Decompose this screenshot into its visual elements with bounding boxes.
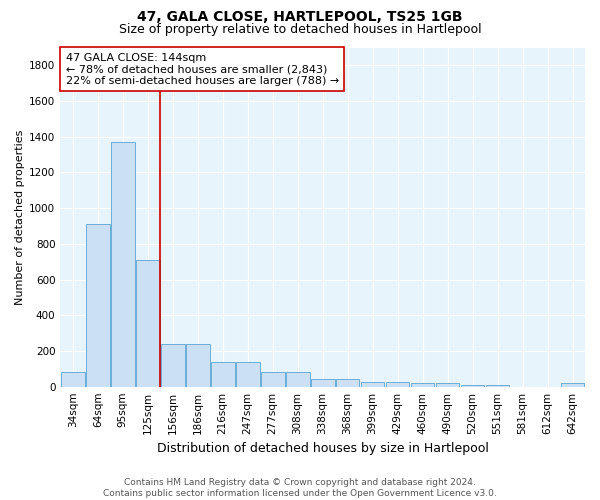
- Bar: [261, 372, 284, 386]
- Bar: [436, 383, 460, 386]
- Bar: [286, 372, 310, 386]
- Text: Size of property relative to detached houses in Hartlepool: Size of property relative to detached ho…: [119, 22, 481, 36]
- Bar: [386, 382, 409, 386]
- Y-axis label: Number of detached properties: Number of detached properties: [15, 130, 25, 305]
- Bar: [361, 382, 385, 386]
- Bar: [186, 344, 209, 387]
- Bar: [86, 224, 110, 386]
- Text: 47 GALA CLOSE: 144sqm
← 78% of detached houses are smaller (2,843)
22% of semi-d: 47 GALA CLOSE: 144sqm ← 78% of detached …: [65, 52, 339, 86]
- Bar: [560, 383, 584, 386]
- Bar: [211, 362, 235, 386]
- Bar: [161, 344, 185, 387]
- Text: Contains HM Land Registry data © Crown copyright and database right 2024.
Contai: Contains HM Land Registry data © Crown c…: [103, 478, 497, 498]
- Bar: [61, 372, 85, 386]
- Bar: [236, 362, 260, 386]
- Bar: [411, 383, 434, 386]
- Bar: [311, 378, 335, 386]
- X-axis label: Distribution of detached houses by size in Hartlepool: Distribution of detached houses by size …: [157, 442, 488, 455]
- Bar: [136, 260, 160, 386]
- Bar: [336, 378, 359, 386]
- Text: 47, GALA CLOSE, HARTLEPOOL, TS25 1GB: 47, GALA CLOSE, HARTLEPOOL, TS25 1GB: [137, 10, 463, 24]
- Bar: [111, 142, 134, 386]
